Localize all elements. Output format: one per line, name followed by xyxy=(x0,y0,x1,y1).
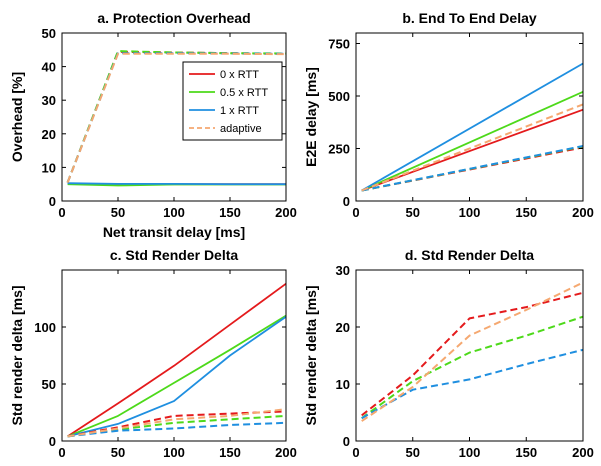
panel-3-series-7-line xyxy=(67,408,287,438)
panel-3-x-tick-label: 0 xyxy=(58,445,65,460)
panel-1-y-axis-label: Overhead [%] xyxy=(9,72,25,162)
legend-box xyxy=(182,61,283,141)
panel-4-y-tick-label: 10 xyxy=(336,377,350,392)
panel-3-series-2-line xyxy=(67,314,287,438)
panel-4-y-axis-label: Std render delta [ms] xyxy=(303,285,319,425)
panel-4-x-tick-label: 100 xyxy=(459,445,481,460)
panel-4-x-tick-label: 50 xyxy=(406,445,420,460)
panel-2-y-axis-label: E2E delay [ms] xyxy=(303,67,319,167)
panel-1-x-tick-label: 50 xyxy=(111,205,125,220)
panel-4-y-tick-label: 30 xyxy=(336,263,350,278)
panel-1-x-tick-label: 200 xyxy=(275,205,297,220)
panel-1-y-tick-label: 0 xyxy=(49,194,56,209)
panel-2-x-tick-label: 0 xyxy=(352,205,359,220)
panel-4-series-1-line xyxy=(361,291,584,417)
panel-2-x-tick-label: 200 xyxy=(572,205,594,220)
panel-2-title: b. End To End Delay xyxy=(402,10,537,26)
panel-3-x-tick-label: 50 xyxy=(111,445,125,460)
panel-1-y-tick-label: 40 xyxy=(42,60,56,75)
panel-3-y-axis-label: Std render delta [ms] xyxy=(9,285,25,425)
legend-label-3: 1 x RTT xyxy=(220,105,259,117)
panel-3-x-tick-label: 100 xyxy=(163,445,185,460)
panel-3-title: c. Std Render Delta xyxy=(110,247,239,263)
panel-4-axes-box xyxy=(355,269,584,442)
panel-2-x-tick-label: 100 xyxy=(459,205,481,220)
panel-4-x-tick-label: 200 xyxy=(572,445,594,460)
panel-2-y-tick-label: 750 xyxy=(328,37,350,52)
panel-1-x-axis-label: Net transit delay [ms] xyxy=(103,224,245,240)
panel-1-x-tick-label: 150 xyxy=(219,205,241,220)
panel-1-title: a. Protection Overhead xyxy=(97,10,250,26)
panel-4-title: d. Std Render Delta xyxy=(405,247,534,263)
panel-4-series-4-line xyxy=(361,281,584,422)
panel-1-x-tick-label: 0 xyxy=(58,205,65,220)
panel-2-series-7-line xyxy=(361,103,584,192)
panel-2-series-3-line xyxy=(361,62,584,192)
panel-3-y-tick-label: 50 xyxy=(42,377,56,392)
panel-3-series-3-line xyxy=(67,315,287,438)
panel-2-x-tick-label: 150 xyxy=(515,205,537,220)
panel-1-y-tick-label: 10 xyxy=(42,160,56,175)
panel-4-y-tick-label: 20 xyxy=(336,320,350,335)
panel-2-series-6-line xyxy=(361,145,584,192)
panel-2-x-tick-label: 50 xyxy=(406,205,420,220)
panel-3-y-tick-label: 0 xyxy=(49,434,56,449)
panel-3-axes-box xyxy=(61,269,287,442)
panel-2-y-tick-label: 250 xyxy=(328,142,350,157)
panel-4-series-3-line xyxy=(361,348,584,420)
panel-1-y-tick-label: 20 xyxy=(42,127,56,142)
panel-4-series-2-line xyxy=(361,315,584,420)
panel-2-y-tick-label: 500 xyxy=(328,89,350,104)
legend-label-1: 0 x RTT xyxy=(220,69,259,81)
panel-1-series-7-line xyxy=(66,52,287,183)
panel-3-x-tick-label: 150 xyxy=(219,445,241,460)
panel-3-x-tick-label: 200 xyxy=(275,445,297,460)
panel-4-x-tick-label: 150 xyxy=(515,445,537,460)
panel-1-y-tick-label: 50 xyxy=(42,26,56,41)
legend-label-4: adaptive xyxy=(220,123,262,135)
panel-4-y-tick-label: 0 xyxy=(343,434,350,449)
panel-3-series-1-line xyxy=(67,282,287,438)
panel-1-series-3-line xyxy=(67,182,286,186)
legend-label-2: 0.5 x RTT xyxy=(220,87,268,99)
panel-3-y-tick-label: 100 xyxy=(34,320,56,335)
panel-3-series-6-line xyxy=(67,421,287,438)
panel-1-y-tick-label: 30 xyxy=(42,93,56,108)
panel-2-y-tick-label: 0 xyxy=(343,194,350,209)
panel-4-x-tick-label: 0 xyxy=(352,445,359,460)
panel-2-series-2-line xyxy=(361,90,584,192)
panel-1-x-tick-label: 100 xyxy=(163,205,185,220)
